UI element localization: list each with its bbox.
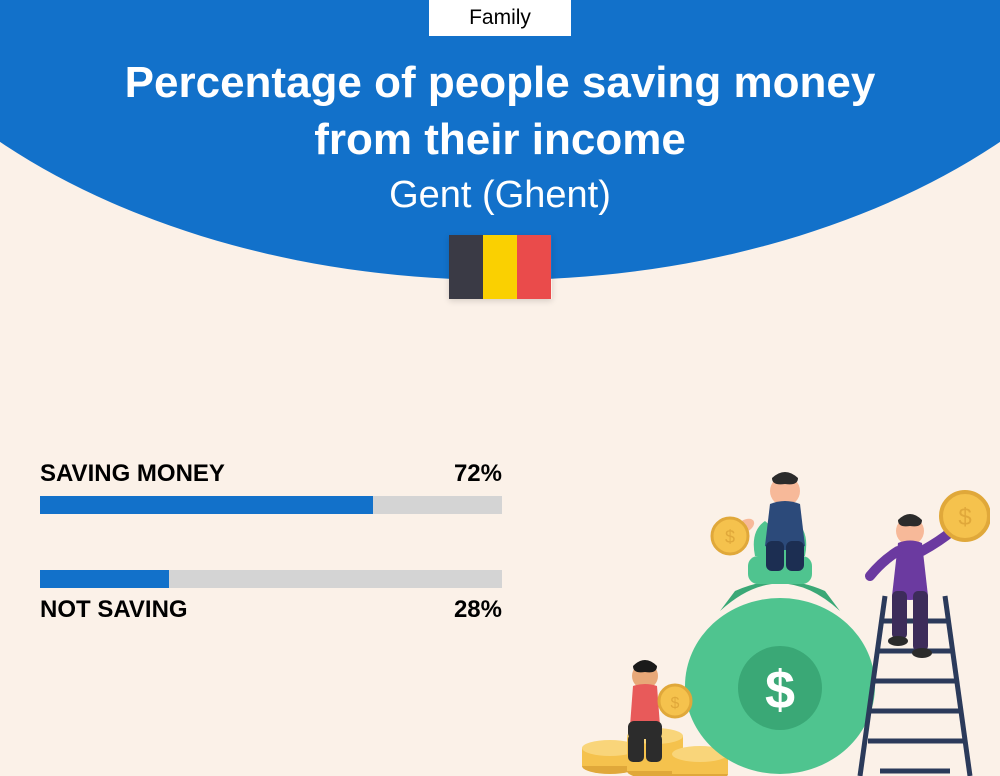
bar-value: 72% [454, 460, 502, 488]
bar-track [40, 570, 502, 588]
bar-not-saving: NOT SAVING 28% [40, 570, 502, 624]
flag-icon [449, 235, 552, 299]
bar-label-row: NOT SAVING 28% [40, 596, 502, 624]
page-title: Percentage of people saving money from t… [0, 54, 1000, 168]
title-line-1: Percentage of people saving money [0, 54, 1000, 111]
flag-stripe-3 [517, 235, 551, 299]
svg-text:$: $ [725, 527, 735, 547]
bar-saving: SAVING MONEY 72% [40, 460, 502, 514]
page-subtitle: Gent (Ghent) [0, 174, 1000, 217]
svg-text:$: $ [765, 660, 795, 720]
svg-text:$: $ [958, 504, 971, 531]
title-line-2: from their income [0, 111, 1000, 168]
bar-label: SAVING MONEY [40, 460, 225, 488]
bar-chart: SAVING MONEY 72% NOT SAVING 28% [40, 460, 502, 680]
bar-label: NOT SAVING [40, 596, 188, 624]
flag-stripe-2 [483, 235, 517, 299]
bar-fill [40, 496, 373, 514]
savings-illustration: $ $ $ [570, 436, 990, 776]
category-badge: Family [429, 0, 571, 36]
svg-text:$: $ [671, 695, 680, 712]
person-ladder-icon: $ [870, 492, 989, 658]
bar-label-row: SAVING MONEY 72% [40, 460, 502, 488]
header: Family Percentage of people saving money… [0, 0, 1000, 304]
bar-fill [40, 570, 169, 588]
flag-stripe-1 [449, 235, 483, 299]
bar-value: 28% [454, 596, 502, 624]
bar-track [40, 496, 502, 514]
